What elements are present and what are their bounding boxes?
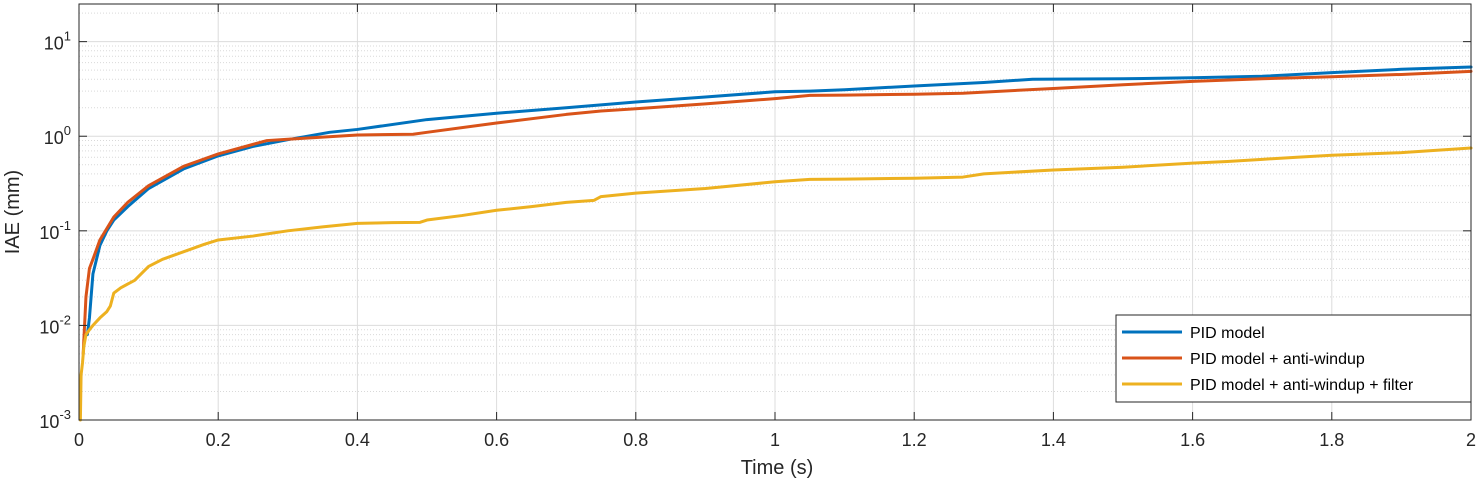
- y-tick-label: 100: [44, 123, 71, 148]
- x-tick-label: 1: [770, 430, 780, 450]
- series-layer: [78, 65, 1473, 422]
- x-tick-label: 1.4: [1041, 430, 1066, 450]
- x-tick-label: 0.2: [206, 430, 231, 450]
- legend-label-pid: PID model: [1190, 325, 1265, 342]
- x-axis-title: Time (s): [741, 457, 814, 479]
- y-tick-label: 10-2: [39, 312, 71, 337]
- x-tick-label: 1.2: [902, 430, 927, 450]
- x-tick-label: 2: [1466, 430, 1476, 450]
- x-tick-label: 0.8: [623, 430, 648, 450]
- ticks-layer: 0 0.2 0.4 0.6 0.8 1 1.2 1.4 1.6 1.8 2 10-3 10-2 10-1 1…: [39, 4, 1476, 450]
- y-tick-label: 10-3: [39, 407, 71, 432]
- y-axis-title: IAE (mm): [2, 170, 24, 254]
- legend-label-pid-antiwindup-filter: PID model + anti-windup + filter: [1190, 377, 1414, 394]
- legend: PID model PID model + anti-windup PID mo…: [1115, 314, 1472, 403]
- x-tick-label: 0: [74, 430, 84, 450]
- x-tick-label: 0.4: [345, 430, 370, 450]
- series-line-2: [78, 146, 1473, 422]
- x-tick-label: 1.8: [1319, 430, 1344, 450]
- series-line-1: [81, 69, 1473, 356]
- x-tick-label: 1.6: [1180, 430, 1205, 450]
- y-tick-label: 10-1: [39, 218, 71, 243]
- x-tick-label: 0.6: [484, 430, 509, 450]
- legend-label-pid-antiwindup: PID model + anti-windup: [1190, 351, 1365, 368]
- series-line-0: [85, 65, 1473, 337]
- y-tick-label: 101: [44, 29, 71, 54]
